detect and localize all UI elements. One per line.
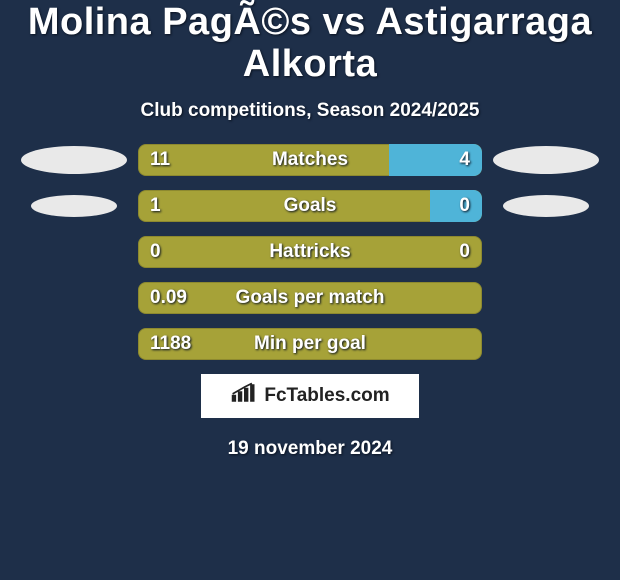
stat-row: 114Matches xyxy=(0,144,620,176)
left-shadow-slot xyxy=(10,195,138,217)
stat-row: 00Hattricks xyxy=(0,236,620,268)
stat-row: 10Goals xyxy=(0,190,620,222)
stat-label: Goals xyxy=(138,190,482,222)
stat-label: Matches xyxy=(138,144,482,176)
stat-bar: 10Goals xyxy=(138,190,482,222)
left-shadow-slot xyxy=(10,146,138,174)
stat-label: Min per goal xyxy=(138,328,482,360)
right-shadow-slot xyxy=(482,146,610,174)
stat-bar: 0.09Goals per match xyxy=(138,282,482,314)
right-shadow-slot xyxy=(482,195,610,217)
bar-chart-icon xyxy=(230,381,258,411)
stat-row: 0.09Goals per match xyxy=(0,282,620,314)
stat-bar: 114Matches xyxy=(138,144,482,176)
player-left-shadow-icon xyxy=(21,146,127,174)
stat-row: 1188Min per goal xyxy=(0,328,620,360)
source-badge[interactable]: FcTables.com xyxy=(201,374,419,418)
page-subtitle: Club competitions, Season 2024/2025 xyxy=(0,100,620,122)
comparison-card: Molina PagÃ©s vs Astigarraga Alkorta Clu… xyxy=(0,0,620,460)
stat-bar: 1188Min per goal xyxy=(138,328,482,360)
player-right-shadow-icon xyxy=(493,146,599,174)
player-left-shadow-icon xyxy=(31,195,117,217)
page-title: Molina PagÃ©s vs Astigarraga Alkorta xyxy=(0,2,620,86)
badge-text: FcTables.com xyxy=(264,385,389,407)
stat-label: Hattricks xyxy=(138,236,482,268)
date-text: 19 november 2024 xyxy=(0,438,620,460)
player-right-shadow-icon xyxy=(503,195,589,217)
stat-bar: 00Hattricks xyxy=(138,236,482,268)
stat-rows: 114Matches 10Goals 00Hattricks 0.09Goals pe… xyxy=(0,144,620,360)
stat-label: Goals per match xyxy=(138,282,482,314)
